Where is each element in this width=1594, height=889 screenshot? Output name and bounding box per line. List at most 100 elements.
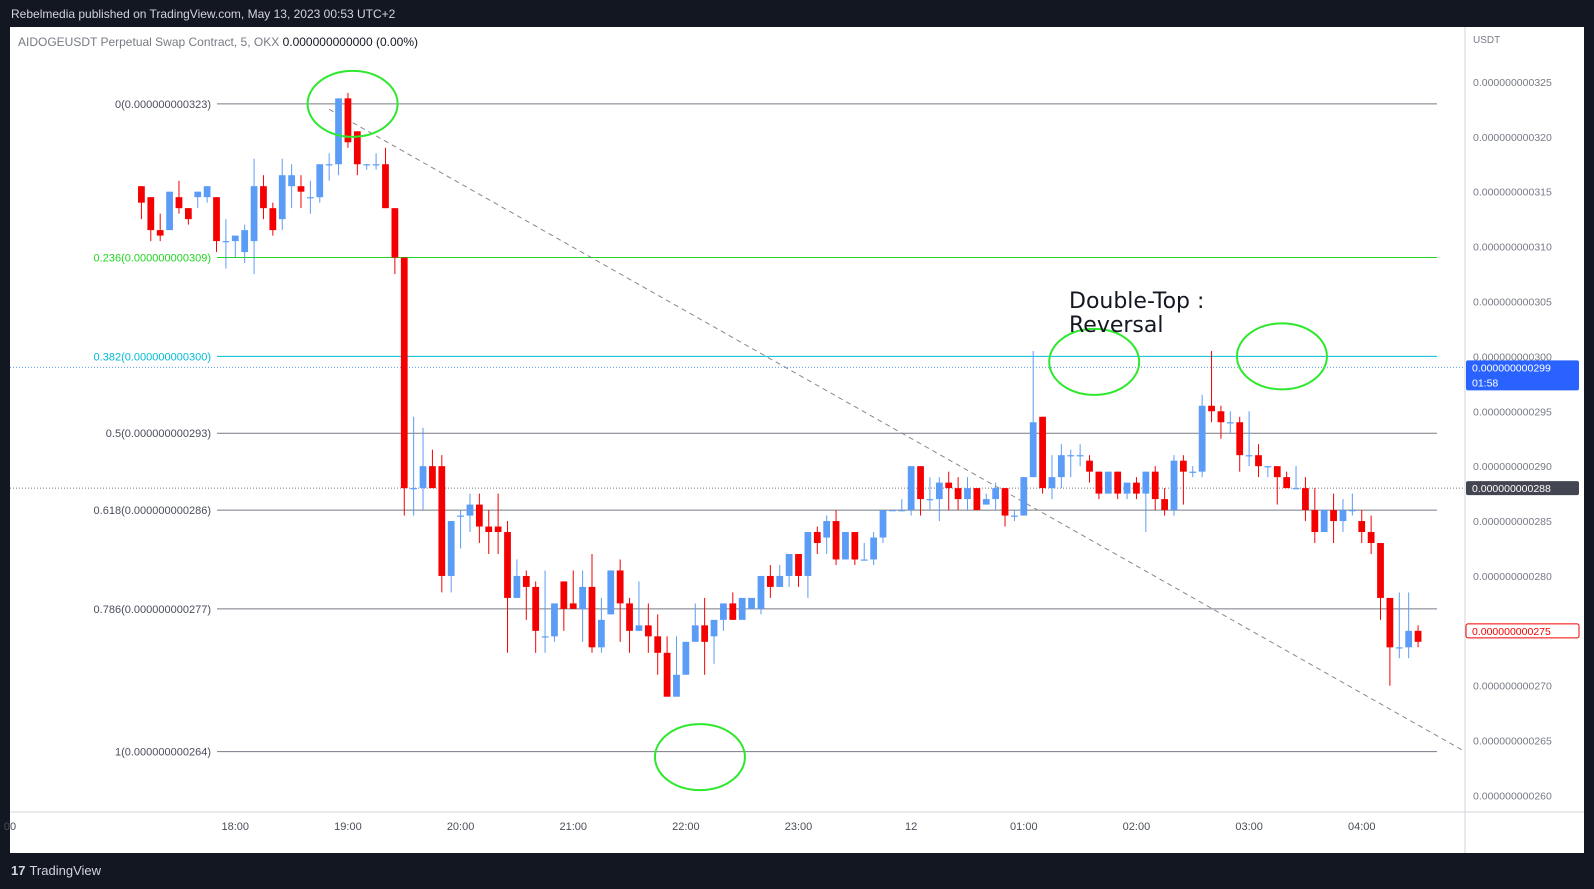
candle — [325, 153, 333, 181]
candle — [964, 477, 971, 511]
candle-body — [879, 510, 887, 538]
fib-trend-line — [328, 108, 1466, 753]
candle-body — [1048, 477, 1056, 489]
candle-body — [1123, 482, 1131, 494]
candle-body — [860, 559, 868, 561]
candle — [973, 488, 981, 511]
candle — [954, 477, 962, 511]
candle — [241, 224, 249, 264]
candle — [429, 449, 436, 489]
candle — [382, 147, 389, 209]
candle — [673, 636, 680, 697]
candle — [1086, 455, 1093, 483]
candle-body — [842, 532, 849, 560]
price-tick-label: 0.000000000265 — [1473, 736, 1552, 748]
candle — [447, 521, 455, 593]
candle — [644, 603, 652, 653]
candle — [532, 581, 540, 653]
candle — [1170, 455, 1178, 516]
candle — [1011, 510, 1018, 522]
candle — [598, 597, 605, 653]
candle-body — [1414, 630, 1422, 642]
candle-body — [1095, 471, 1103, 494]
candle-body — [156, 230, 164, 236]
candle-body — [579, 586, 586, 609]
tradingview-mark-icon: 17 — [11, 863, 26, 878]
candle-body — [616, 570, 624, 604]
candle — [278, 158, 286, 231]
candle — [626, 597, 633, 653]
candle-body — [541, 636, 549, 638]
candle-body — [1330, 510, 1337, 522]
candle — [269, 202, 277, 236]
candle-body — [522, 575, 530, 587]
candle-body — [494, 526, 502, 533]
candle-body — [907, 466, 915, 511]
candle-body — [1189, 471, 1197, 473]
candle-body — [1180, 460, 1187, 472]
candle — [1067, 449, 1075, 478]
tradingview-logo[interactable]: 17 TradingView — [11, 863, 101, 878]
candle-body — [391, 208, 399, 258]
candle-body — [1198, 405, 1206, 472]
candle-body — [475, 504, 483, 527]
price-marker-label: 0.000000000299 — [1472, 362, 1551, 374]
candle-body — [1264, 466, 1272, 468]
candle — [457, 510, 464, 549]
candle-body — [166, 191, 173, 231]
price-axis-unit: USDT — [1473, 35, 1500, 46]
symbol-legend: AIDOGEUSDT Perpetual Swap Contract, 5, O… — [18, 35, 418, 49]
candle-body — [898, 510, 906, 512]
price-marker: 0.000000000288 — [1466, 481, 1579, 496]
candle — [438, 455, 446, 593]
candle — [1095, 471, 1103, 500]
candle — [607, 570, 615, 615]
candle-body — [203, 186, 211, 198]
candle-body — [964, 488, 971, 500]
candle-body — [644, 625, 652, 637]
candle-body — [729, 603, 737, 620]
candle — [766, 564, 774, 598]
candle-body — [626, 603, 633, 631]
candle — [1217, 405, 1225, 439]
candle-body — [1339, 510, 1347, 522]
candle — [776, 564, 784, 587]
price-marker-countdown: 01:58 — [1472, 377, 1498, 389]
candle — [1029, 350, 1037, 478]
candle-body — [982, 499, 990, 505]
candle — [560, 581, 568, 631]
candle-body — [1104, 471, 1112, 494]
candle-body — [607, 570, 615, 615]
candle-body — [1039, 416, 1046, 489]
candle — [701, 597, 709, 675]
publish-header: Rebelmedia published on TradingView.com,… — [0, 0, 1594, 28]
fib-level-label: 1(0.000000000264) — [115, 747, 211, 759]
time-tick-label: 23:00 — [785, 821, 813, 833]
candle — [654, 614, 662, 675]
time-tick-label: 19:00 — [334, 821, 362, 833]
candle-body — [1358, 521, 1366, 533]
candle-body — [682, 641, 690, 675]
fib-level-label: 0(0.000000000323) — [115, 99, 211, 111]
candle — [785, 553, 793, 587]
candle — [138, 186, 145, 220]
candle — [992, 482, 1000, 511]
candle-body — [720, 603, 727, 620]
candle — [1076, 444, 1084, 467]
candle-body — [1151, 471, 1159, 500]
candle-body — [1133, 482, 1140, 494]
candle — [1114, 471, 1122, 500]
candle-body — [1114, 471, 1122, 494]
candle — [250, 158, 258, 275]
candle-body — [673, 674, 680, 697]
candle — [504, 521, 511, 653]
candle-body — [1320, 510, 1328, 533]
price-tick-label: 0.000000000280 — [1473, 571, 1552, 583]
price-tick-label: 0.000000000295 — [1473, 406, 1552, 418]
candle-body — [635, 625, 643, 631]
candle — [1236, 416, 1244, 472]
candle-body — [1057, 455, 1065, 478]
candle-body — [1086, 460, 1093, 472]
candle — [842, 532, 849, 560]
